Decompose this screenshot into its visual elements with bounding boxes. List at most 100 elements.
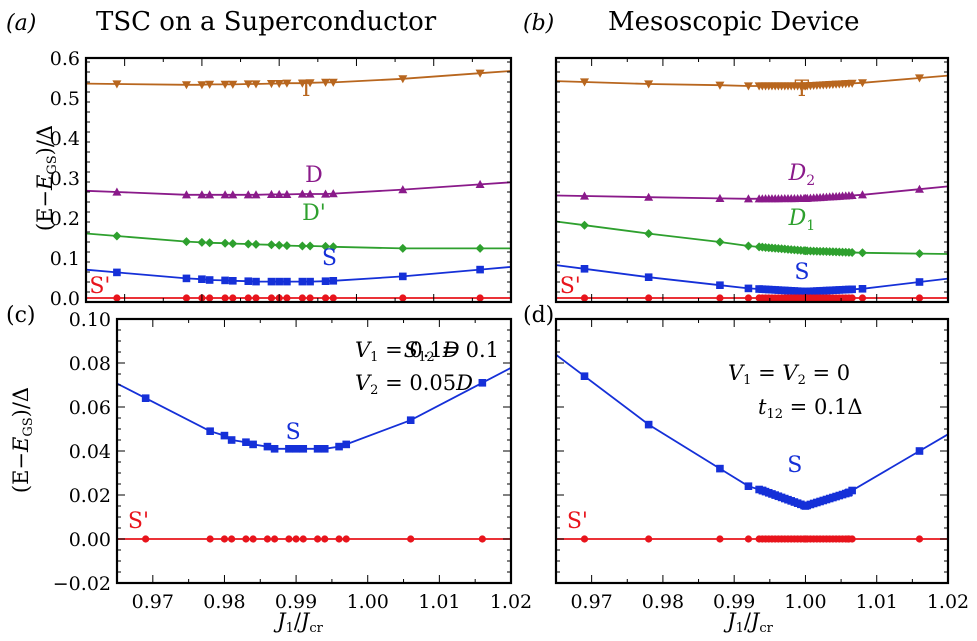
panel-label-a: (a) [6,11,36,36]
data-point-T [243,80,253,89]
data-point-D [197,190,207,199]
data-point-S [915,447,924,455]
series-label-Sp: S' [567,509,588,534]
data-point-Dp [847,247,857,257]
data-point-Sp [252,294,260,302]
data-point-Sp [858,294,867,302]
data-point-D [266,189,276,198]
data-point-S [198,275,206,283]
data-point-Dp [220,238,230,248]
annotation-c-v1: V1 = 0.1D [355,338,460,365]
data-point-D [857,190,867,199]
data-point-S [285,445,293,453]
y-tick-label: 0.4 [50,128,80,150]
data-point-Sp [220,535,229,543]
data-point-S [313,445,322,453]
data-point-D [220,190,230,199]
series-line-Dp [556,220,948,255]
data-point-Sp [744,294,753,302]
data-point-D [743,194,753,203]
data-point-S [267,277,276,286]
data-point-D [580,191,590,200]
annotation-c-v2: V2 = 0.05D [355,371,473,398]
data-point-S [476,265,484,274]
data-point-Sp [267,294,276,302]
data-point-Sp [848,294,856,302]
data-point-T [321,78,331,87]
data-point-S [915,278,924,286]
data-point-Sp [298,294,306,302]
data-point-Dp [644,229,654,239]
data-point-Sp [716,294,724,302]
series-label-S: S [787,453,802,478]
y-tick-label: 0.2 [50,208,80,230]
series-label-S: S [286,420,301,445]
panel-c: S S' 0.97 0.98 0.99 1.00 1.01 1.02 −0.02 0.00 0.02… [53,309,532,613]
data-point-Sp [915,294,924,302]
data-point-Dp [321,241,331,251]
y-tick-label: 0.1 [50,248,80,270]
data-point-Dp [398,243,408,253]
x-tick-label: 1.00 [347,591,389,613]
series-label-T: T [795,77,810,102]
data-point-D [328,189,338,198]
series-label-D: D2 [788,161,816,189]
y-tick-label: 0.6 [50,48,80,70]
data-point-D [475,179,485,188]
series-line-D [86,181,511,196]
data-point-S [320,445,329,453]
data-point-S [858,285,867,293]
y-axis-label-top: (E−EGS)/Δ [33,125,60,231]
data-point-S [716,464,724,473]
series-label-Sp: S' [560,274,581,299]
data-point-Dp [857,248,867,258]
data-point-S [113,268,121,277]
data-point-Sp [306,294,314,302]
series-label-Sp: S' [128,509,149,534]
data-point-S [644,420,653,429]
data-point-Sp [244,294,252,302]
plot-frame-a [84,56,513,304]
data-point-Sp [915,535,924,543]
x-axis-label-left: J1/Jcr [273,609,323,636]
data-point-Sp [645,535,653,543]
data-point-T [475,69,485,78]
data-point-S [848,486,856,495]
data-point-D [282,189,292,198]
data-point-S [263,442,272,451]
data-point-S [329,277,338,285]
data-point-Sp [407,535,415,543]
x-tick-label: 1.01 [856,591,898,613]
data-point-S [270,445,279,453]
data-point-T [743,82,753,91]
data-point-Sp [249,535,257,543]
data-point-T [282,79,292,88]
data-point-Sp [321,535,329,543]
data-point-S [221,276,229,285]
x-tick-label: 0.97 [132,591,174,613]
y-tick-label: 0.5 [50,88,80,110]
plot-frame-b [554,56,950,304]
x-tick-label: 1.01 [418,591,460,613]
data-point-D [297,189,307,198]
data-point-S [580,372,589,380]
data-point-T [251,80,261,89]
data-point-T [112,80,122,89]
data-point-T [857,79,867,88]
plot-frame-d [554,317,950,585]
data-point-Sp [182,294,191,302]
data-point-S [292,445,300,453]
data-point-Sp [142,535,150,543]
series-label-T: T [299,77,314,102]
series-label-S: S [794,260,809,285]
data-point-T [847,79,857,88]
annotation-d-v: V1 = V2 = 0 [728,361,850,388]
y-tick-label: 0.00 [69,529,111,551]
annotation-c-s12: S12 = 0.1 [404,338,499,365]
data-point-D [228,190,238,199]
data-point-Sp [478,535,486,543]
data-point-D [243,190,253,199]
series-label-Dp: D' [302,201,326,226]
data-point-S [275,277,283,286]
